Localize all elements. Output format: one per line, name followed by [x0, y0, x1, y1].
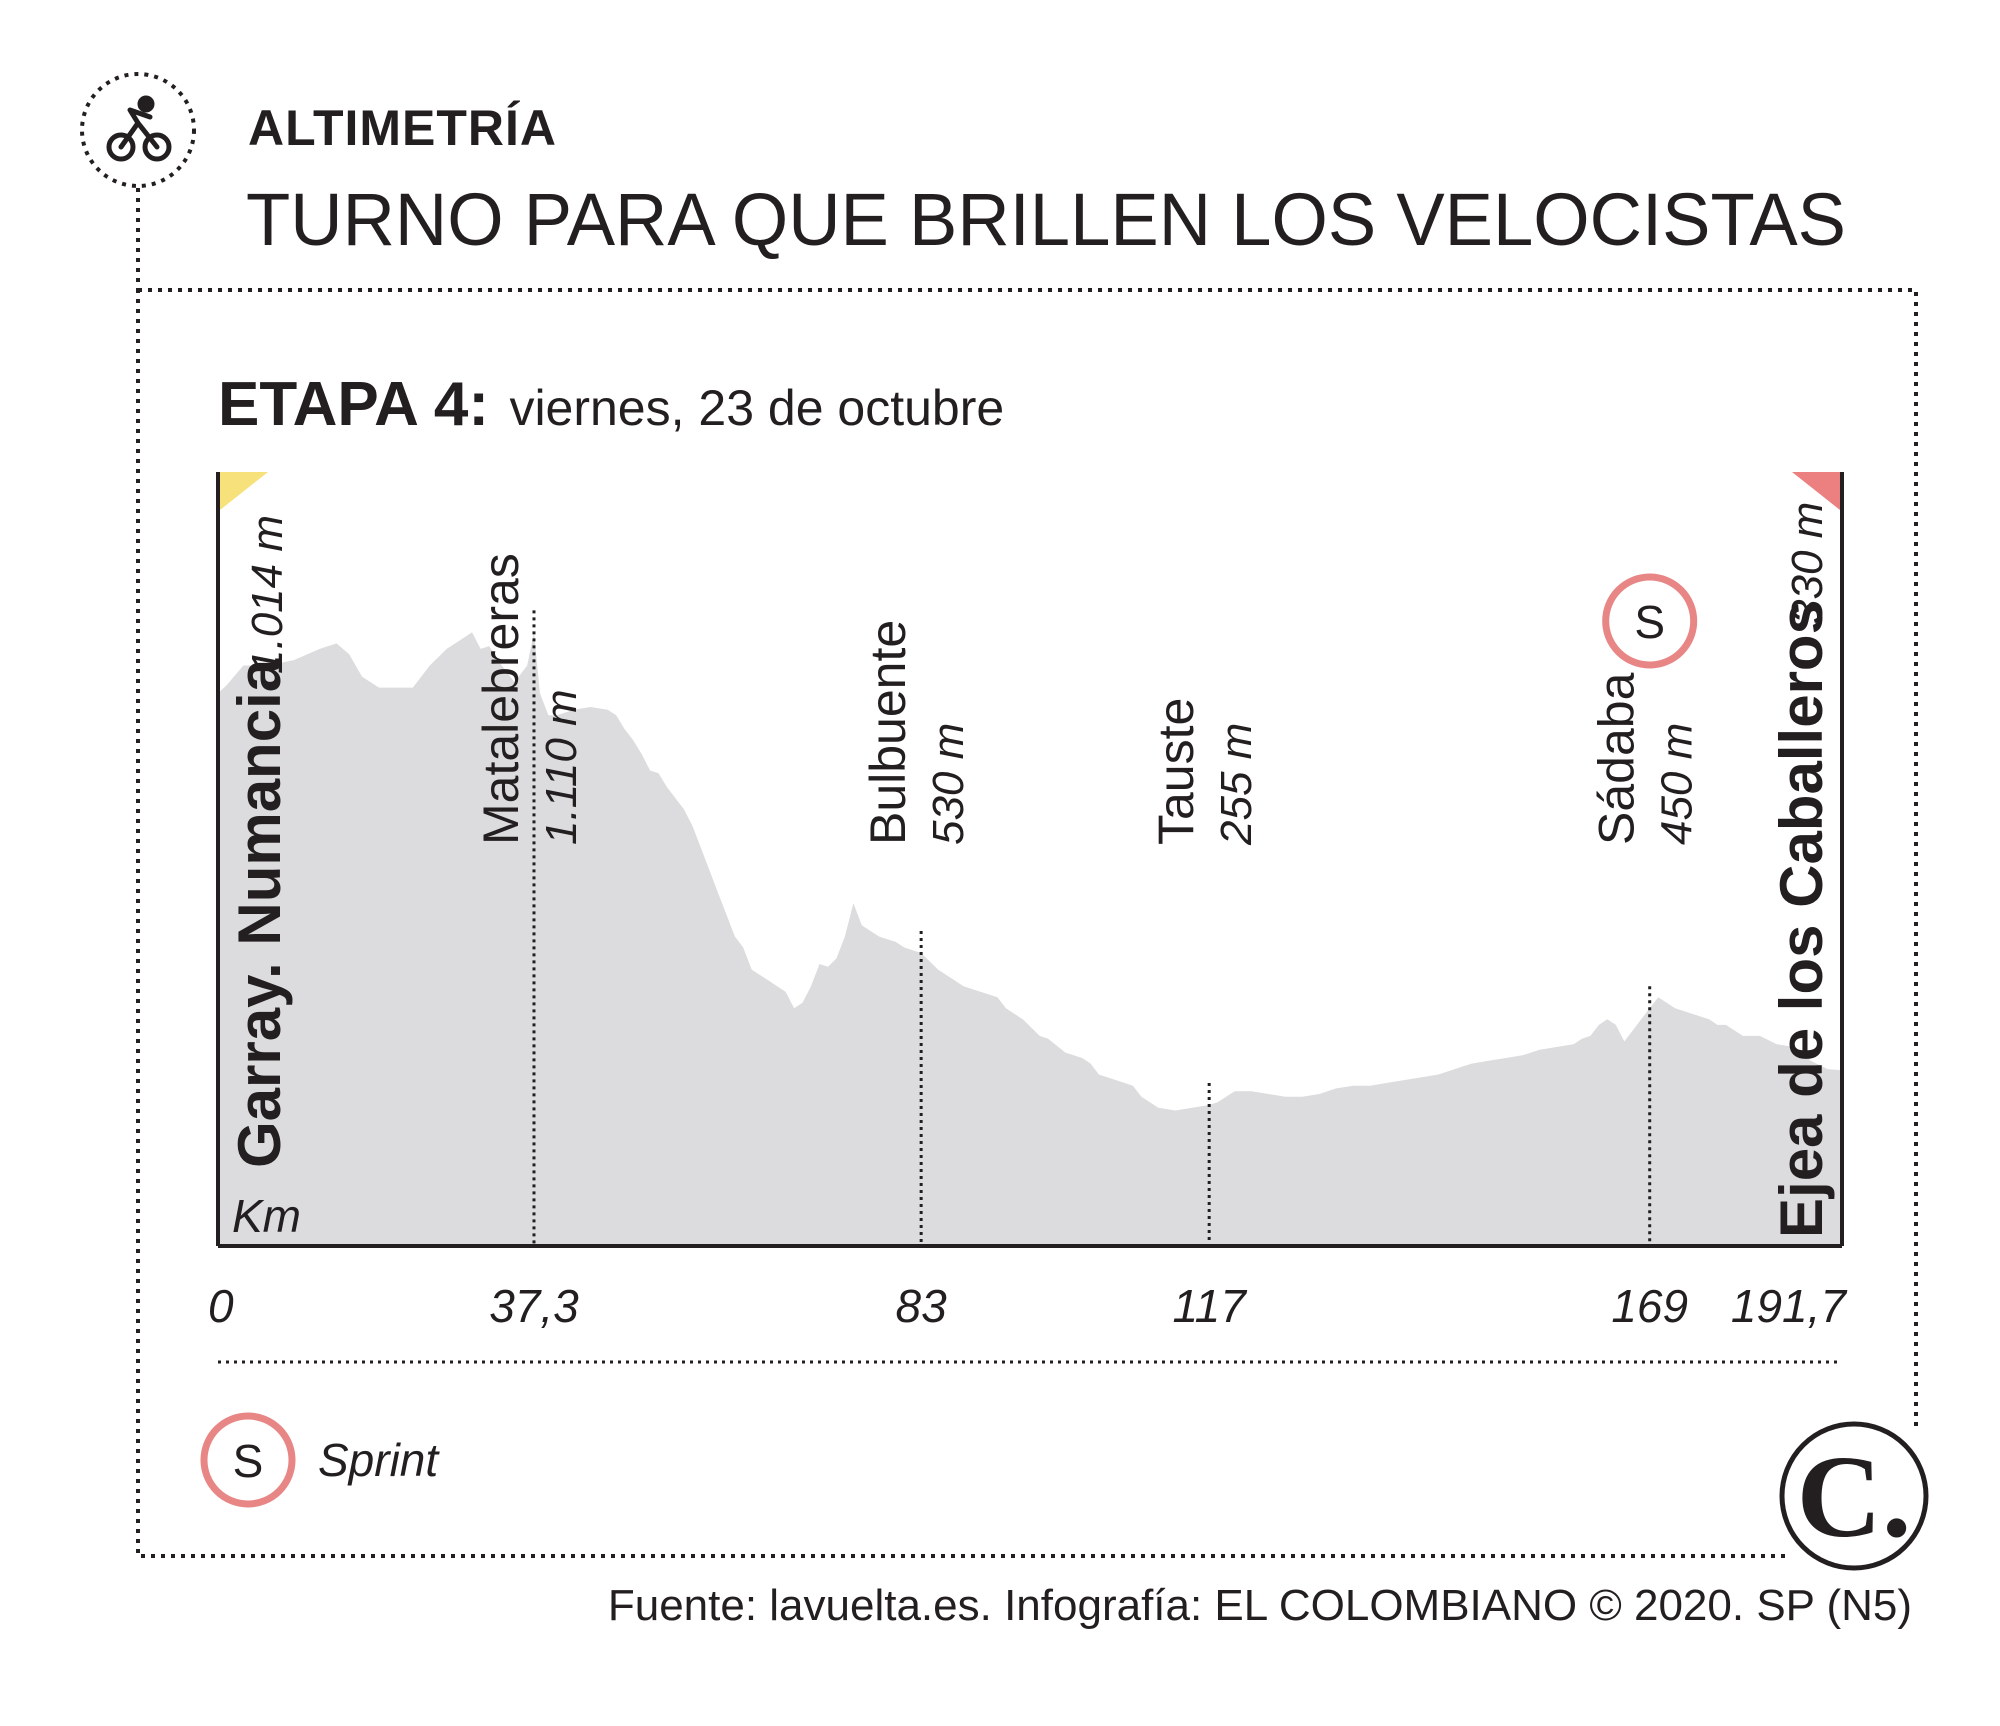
- dotted-frame: [136, 288, 1918, 1558]
- source-credit: Fuente: lavuelta.es. Infografía: EL COLO…: [608, 1581, 1912, 1630]
- finish-elevation: 330 m: [1783, 502, 1832, 624]
- x-tick-label: 117: [1173, 1280, 1248, 1332]
- x-tick-label: 0: [208, 1280, 234, 1332]
- start-elevation: 1.014 m: [243, 515, 292, 674]
- logo-ring: [1779, 1421, 1929, 1571]
- stage-heading: ETAPA 4: viernes, 23 de octubre: [218, 370, 1004, 439]
- header-kicker: ALTIMETRÍA: [248, 100, 557, 156]
- header-icon-group: [80, 72, 196, 290]
- legend-sprint-symbol: S: [233, 1435, 264, 1487]
- el-colombiano-logo: C.: [1779, 1421, 1929, 1571]
- start-flag: [220, 472, 268, 510]
- elevation-profile-area: [218, 632, 1842, 1246]
- cyclist-icon: [106, 95, 172, 162]
- x-axis-title: Km: [232, 1190, 301, 1242]
- checkpoint-elevation: 1.110 m: [537, 689, 586, 845]
- headline: TURNO PARA QUE BRILLEN LOS VELOCISTAS: [246, 178, 1846, 261]
- stage-label: ETAPA 4:: [218, 370, 489, 439]
- finish-name: Ejea de los Caballeros: [1768, 601, 1835, 1238]
- x-tick-label: 37,3: [489, 1280, 579, 1332]
- sprint-marker-ring: [1602, 573, 1698, 669]
- stage-date: viernes, 23 de octubre: [509, 380, 1004, 436]
- x-tick-label: 83: [896, 1280, 948, 1332]
- checkpoint-name: Tauste: [1148, 698, 1204, 845]
- checkpoint-name: Sádaba: [1589, 672, 1645, 845]
- checkpoint-name: Bulbuente: [860, 620, 916, 845]
- finish-flag: [1792, 472, 1840, 510]
- legend-sprint-label: Sprint: [318, 1434, 440, 1486]
- logo-mark: C.: [1797, 1431, 1912, 1562]
- checkpoint-elevation: 450 m: [1653, 723, 1702, 845]
- sprint-marker-symbol: S: [1634, 596, 1665, 648]
- x-tick-label: 169: [1611, 1280, 1688, 1332]
- checkpoint-name: Matalebreras: [473, 553, 529, 845]
- legend-sprint-ring: [200, 1412, 296, 1508]
- legend: S Sprint: [200, 1412, 440, 1508]
- checkpoint-elevation: 530 m: [924, 723, 973, 845]
- start-name: Garray. Numancia: [226, 658, 293, 1168]
- x-tick-label: 191,7: [1731, 1280, 1848, 1332]
- icon-dotted-ring: [80, 72, 196, 188]
- checkpoint-elevation: 255 m: [1212, 723, 1261, 846]
